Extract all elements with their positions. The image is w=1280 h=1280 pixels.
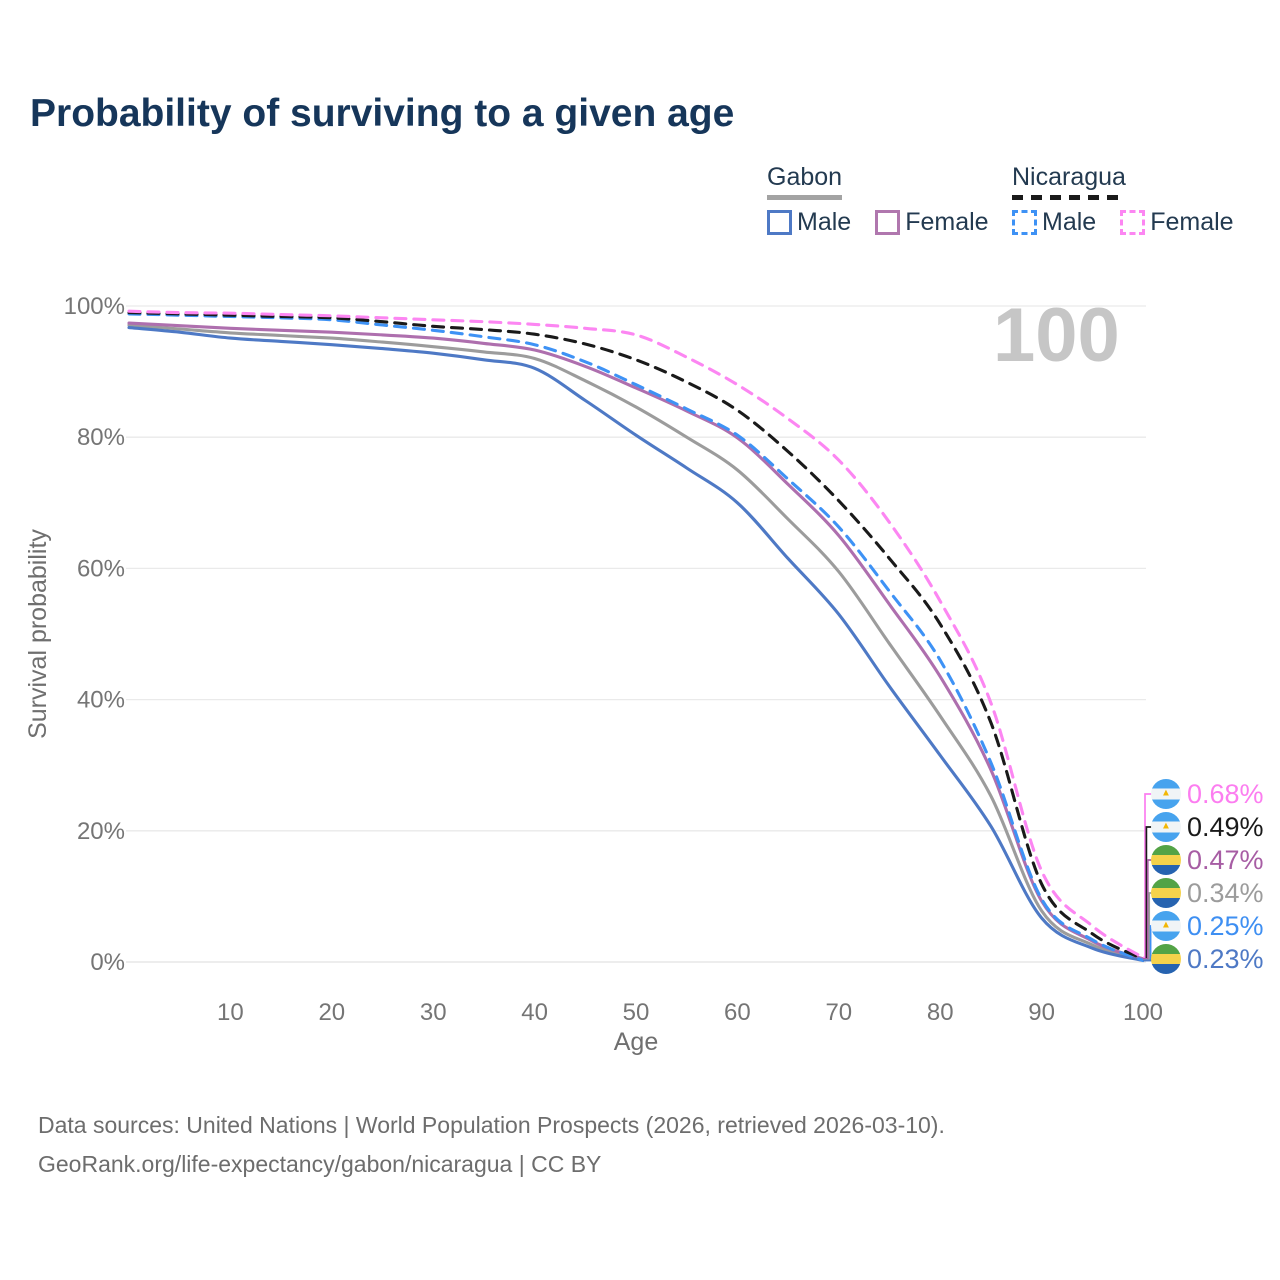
x-tick: 100 (1123, 999, 1163, 1026)
attribution-line: GeoRank.org/life-expectancy/gabon/nicara… (38, 1151, 602, 1177)
legend-item-gabon-female[interactable]: Female (875, 208, 989, 237)
end-label-row: ▲ 0.68% (1151, 779, 1264, 809)
legend-gabon-header: Gabon (767, 163, 843, 200)
y-tick: 40% (77, 687, 125, 714)
legend-gabon-female-label: Female (905, 208, 989, 236)
legend-group-gabon: Gabon Male Female (767, 163, 989, 237)
data-sources-line: Data sources: United Nations | World Pop… (38, 1112, 945, 1138)
y-tick: 100% (64, 293, 125, 320)
nicaragua-emblem-icon: ▲ (1161, 820, 1171, 832)
age-watermark: 100 (993, 293, 1120, 378)
legend-item-gabon-male[interactable]: Male (767, 208, 851, 237)
end-value: 0.68% (1187, 779, 1264, 809)
end-label-row: ▲ 0.34% (1151, 878, 1264, 908)
nicaragua-emblem-icon: ▲ (1161, 787, 1171, 799)
curve-nicaragua_female (127, 309, 1145, 960)
curve-nicaragua_male (127, 312, 1145, 962)
nicaragua-female-checkbox-icon[interactable] (1120, 210, 1146, 235)
x-tick: 90 (1028, 999, 1055, 1026)
legend-item-nicaragua-female[interactable]: Female (1120, 208, 1234, 237)
legend-item-nicaragua-male[interactable]: Male (1012, 208, 1096, 237)
legend-gabon-male-label: Male (797, 208, 852, 236)
curve-gabon_female (127, 321, 1145, 961)
end-value: 0.23% (1187, 944, 1264, 974)
nicaragua-emblem-icon: ▲ (1161, 919, 1171, 931)
legend-nicaragua-underline (1012, 195, 1126, 200)
y-axis-title: Survival probability (24, 529, 52, 739)
legend-nicaragua-title: Nicaragua (1012, 163, 1126, 191)
country-flag-icon: ▲ (1151, 779, 1181, 809)
gridlines (126, 305, 1146, 963)
y-tick: 20% (77, 818, 125, 845)
x-tick: 10 (217, 999, 244, 1026)
country-flag-icon: ▲ (1151, 812, 1181, 842)
end-label-row: ▲ 0.49% (1151, 812, 1264, 842)
country-flag-icon: ▲ (1151, 845, 1181, 875)
curve-nicaragua_total (127, 311, 1145, 961)
curves-layer (127, 309, 1145, 963)
x-axis-title: Age (614, 1028, 658, 1056)
country-flag-icon: ▲ (1151, 878, 1181, 908)
y-tick: 80% (77, 424, 125, 451)
end-label-row: ▲ 0.25% (1151, 911, 1264, 941)
nicaragua-male-checkbox-icon[interactable] (1012, 210, 1037, 235)
end-value: 0.47% (1187, 845, 1264, 875)
legend-nicaragua-male-label: Male (1042, 208, 1097, 236)
end-value: 0.25% (1187, 911, 1264, 941)
end-value: 0.34% (1187, 878, 1264, 908)
legend-group-nicaragua: Nicaragua Male Female (1012, 163, 1234, 237)
end-labels: ▲ 0.68% ▲ 0.49% ▲ 0.47% ▲ 0.34% ▲ 0.25% … (1151, 779, 1264, 977)
gabon-female-checkbox-icon[interactable] (875, 210, 901, 235)
country-flag-icon: ▲ (1151, 911, 1181, 941)
country-flag-icon: ▲ (1151, 944, 1181, 974)
x-tick: 30 (420, 999, 447, 1026)
x-tick: 60 (724, 999, 751, 1026)
curve-gabon_male (127, 326, 1145, 963)
gabon-male-checkbox-icon[interactable] (767, 210, 792, 235)
x-tick: 80 (927, 999, 954, 1026)
legend-nicaragua-female-label: Female (1150, 208, 1234, 236)
end-label-row: ▲ 0.47% (1151, 845, 1264, 875)
y-tick: 0% (90, 949, 125, 976)
y-axis-ticks: 100% 80% 60% 40% 20% 0% (64, 293, 125, 976)
x-axis-ticks: 10 20 30 40 50 60 70 80 90 100 (217, 999, 1163, 1026)
footer: Data sources: United Nations | World Pop… (38, 1106, 945, 1184)
page-title: Probability of surviving to a given age (30, 92, 735, 135)
legend-gabon-title: Gabon (767, 163, 843, 191)
end-value: 0.49% (1187, 812, 1264, 842)
x-tick: 70 (825, 999, 852, 1026)
end-label-row: ▲ 0.23% (1151, 944, 1264, 974)
legend-gabon-underline (767, 195, 843, 200)
legend-nicaragua-header: Nicaragua (1012, 163, 1126, 200)
x-tick: 50 (623, 999, 650, 1026)
x-tick: 20 (318, 999, 345, 1026)
curve-gabon_total (127, 323, 1145, 962)
x-tick: 40 (521, 999, 548, 1026)
y-tick: 60% (77, 555, 125, 582)
